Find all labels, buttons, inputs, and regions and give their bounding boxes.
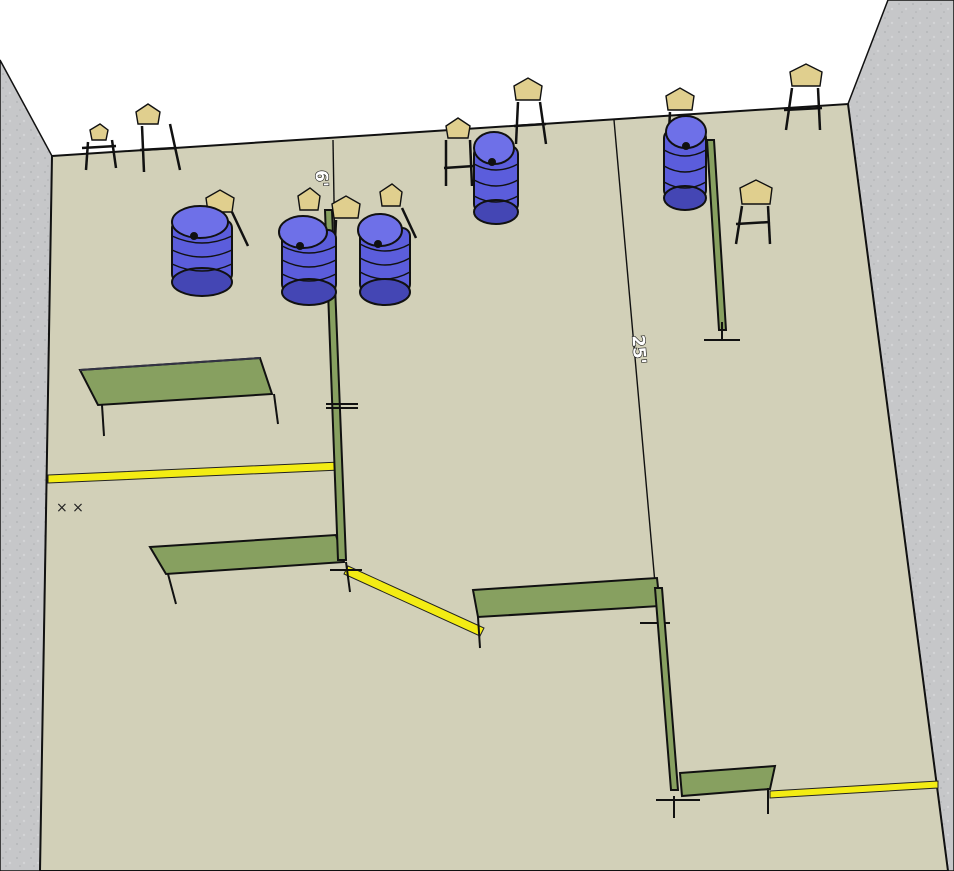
barrier-lower-left <box>148 533 351 605</box>
barriers <box>78 139 777 818</box>
target-1 <box>81 123 118 171</box>
targets <box>81 63 823 261</box>
fault-line-right <box>769 780 939 799</box>
barrel-stack-5 <box>663 115 707 211</box>
target-7 <box>734 179 773 245</box>
target-2 <box>135 103 182 173</box>
target-4 <box>513 77 548 145</box>
dimension-label-6ft: 6' <box>311 170 332 188</box>
barrel-stack-4 <box>473 131 519 225</box>
target-5 <box>783 63 823 131</box>
barrel-stack-1 <box>171 205 233 297</box>
barrel-stack-2 <box>278 215 337 306</box>
right-wall <box>847 0 954 871</box>
dimension-label-25ft: 25' <box>627 334 649 364</box>
barrel-stacks <box>171 115 707 306</box>
target-3 <box>443 117 475 187</box>
barrel-stack-3 <box>357 213 411 306</box>
target-10 <box>379 183 418 239</box>
floor-marks: × × <box>56 500 84 516</box>
left-wall <box>0 59 53 871</box>
barrier-upper-left <box>78 356 279 437</box>
target-11 <box>297 187 321 211</box>
barrier-bottom-right <box>656 764 777 818</box>
barrier-upper-right <box>704 139 740 341</box>
barrier-right-vertical <box>653 587 680 791</box>
